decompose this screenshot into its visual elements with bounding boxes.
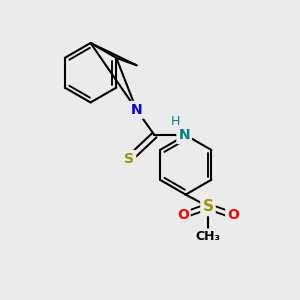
Text: S: S [124,152,134,166]
Text: O: O [227,208,239,222]
Text: N: N [131,103,142,117]
Text: CH₃: CH₃ [196,230,220,243]
Text: O: O [177,208,189,222]
Text: H: H [171,115,180,128]
Text: N: N [178,128,190,142]
Text: S: S [202,199,214,214]
